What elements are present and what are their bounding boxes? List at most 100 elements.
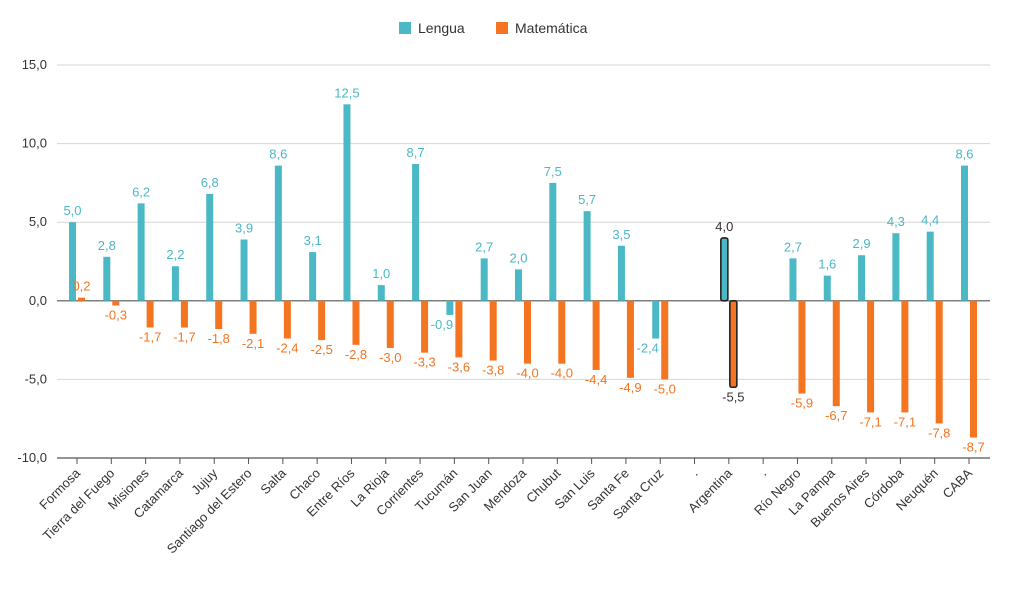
bar-lengua-21[interactable]: [789, 258, 797, 301]
data-label: 4,4: [921, 213, 939, 228]
bar-lengua-2[interactable]: [137, 203, 145, 301]
bar-lengua-26[interactable]: [961, 165, 968, 301]
data-label: -4,0: [551, 366, 573, 381]
bar-lengua-7[interactable]: [309, 252, 317, 301]
bar-matematica-7[interactable]: [318, 300, 326, 341]
bar-lengua-9[interactable]: [377, 285, 385, 301]
data-label: -1,8: [208, 331, 230, 346]
bar-matematica-19[interactable]: [729, 299, 738, 389]
x-tick-label: .: [687, 466, 700, 479]
bar-lengua-13[interactable]: [515, 269, 522, 301]
y-axis: -10,0 -5,0 0,0 5,0 10,0 15,0: [17, 57, 47, 465]
bar-lengua-4[interactable]: [206, 193, 214, 301]
bar-matematica-9[interactable]: [386, 300, 394, 348]
bar-matematica-23[interactable]: [867, 300, 875, 413]
bar-matematica-0[interactable]: [78, 297, 85, 301]
data-label: 3,1: [304, 233, 322, 248]
bar-matematica-1[interactable]: [112, 300, 120, 306]
bar-lengua-25[interactable]: [926, 231, 934, 301]
data-label: 8,7: [407, 145, 425, 160]
data-label: 8,6: [955, 147, 973, 162]
bar-lengua-5[interactable]: [240, 239, 248, 301]
data-label: -7,1: [859, 414, 881, 429]
data-label: -7,8: [928, 425, 950, 440]
data-label: -2,4: [276, 341, 298, 356]
data-label: -5,9: [791, 396, 813, 411]
data-label: -3,0: [379, 350, 401, 365]
bar-lengua-3[interactable]: [171, 266, 179, 301]
data-label: 2,9: [853, 236, 871, 251]
y-tick-label: -5,0: [25, 371, 47, 386]
legend-item-matematica[interactable]: Matemática: [496, 20, 588, 36]
data-label: 5,0: [63, 203, 81, 218]
x-tick-label: Salta: [257, 465, 289, 497]
data-label: 4,0: [715, 219, 733, 234]
bar-matematica-11[interactable]: [455, 300, 463, 358]
legend-item-lengua[interactable]: Lengua: [399, 20, 465, 36]
data-label: -0,3: [105, 308, 127, 323]
data-label: 5,7: [578, 192, 596, 207]
legend-label: Matemática: [515, 20, 588, 36]
bar-lengua-15[interactable]: [583, 211, 591, 301]
bar-lengua-22[interactable]: [823, 275, 831, 301]
bar-matematica-22[interactable]: [832, 300, 840, 407]
bar-matematica-10[interactable]: [421, 300, 429, 353]
x-tick-label: CABA: [939, 465, 975, 501]
data-labels: 5,0 0,2 2,8 -0,3 6,2 -1,7 2,2 -1,7 6,8 -1,8 3,9 -2,…: [63, 85, 984, 454]
bar-lengua-19[interactable]: [720, 237, 729, 302]
bar-lengua-24[interactable]: [892, 233, 900, 301]
bar-matematica-17[interactable]: [661, 300, 669, 380]
data-label: -4,4: [585, 372, 607, 387]
data-label: 7,5: [544, 164, 562, 179]
bar-lengua-17[interactable]: [652, 300, 660, 339]
bar-matematica-2[interactable]: [146, 300, 154, 328]
data-label: -7,1: [894, 414, 916, 429]
bar-matematica-15[interactable]: [592, 300, 600, 370]
bar-matematica-24[interactable]: [901, 300, 909, 413]
bar-matematica-26[interactable]: [970, 300, 977, 438]
bar-lengua-6[interactable]: [274, 165, 282, 301]
bar-matematica-16[interactable]: [626, 300, 634, 378]
bar-lengua-10[interactable]: [412, 164, 420, 301]
bar-matematica-5[interactable]: [249, 300, 257, 334]
bar-matematica-13[interactable]: [524, 300, 531, 364]
data-label: 1,6: [818, 257, 836, 272]
bar-matematica-8[interactable]: [352, 300, 360, 345]
bar-lengua-8[interactable]: [343, 104, 351, 301]
legend-swatch: [496, 22, 508, 34]
data-label: 3,9: [235, 220, 253, 235]
data-label: -3,3: [413, 355, 435, 370]
data-label: 4,3: [887, 214, 905, 229]
data-label: 2,0: [509, 250, 527, 265]
bar-matematica-3[interactable]: [180, 300, 188, 328]
data-label: -6,7: [825, 408, 847, 423]
bar-matematica-21[interactable]: [798, 300, 806, 394]
data-label: 1,0: [372, 266, 390, 281]
data-label: -1,7: [173, 330, 195, 345]
y-tick-label: -10,0: [17, 450, 47, 465]
bar-lengua-16[interactable]: [617, 245, 625, 301]
data-label: 2,7: [475, 239, 493, 254]
data-label: 2,2: [166, 247, 184, 262]
legend: Lengua Matemática: [399, 20, 588, 36]
bar-matematica-6[interactable]: [283, 300, 291, 339]
bar-matematica-4[interactable]: [215, 300, 223, 330]
data-label: 2,8: [98, 238, 116, 253]
bar-lengua-14[interactable]: [549, 182, 557, 301]
bar-matematica-25[interactable]: [935, 300, 943, 424]
bar-lengua-11[interactable]: [446, 300, 454, 315]
data-label: 2,7: [784, 239, 802, 254]
bar-lengua-1[interactable]: [103, 256, 111, 301]
bar-lengua-23[interactable]: [858, 255, 866, 301]
bar-matematica-14[interactable]: [558, 300, 566, 364]
data-label: -5,0: [654, 381, 676, 396]
bar-lengua-0[interactable]: [69, 222, 76, 301]
data-label: -3,6: [448, 359, 470, 374]
data-label: 12,5: [334, 85, 359, 100]
bar-matematica-12[interactable]: [489, 300, 497, 361]
bar-lengua-12[interactable]: [480, 258, 488, 301]
legend-swatch: [399, 22, 411, 34]
data-label: -2,8: [345, 347, 367, 362]
